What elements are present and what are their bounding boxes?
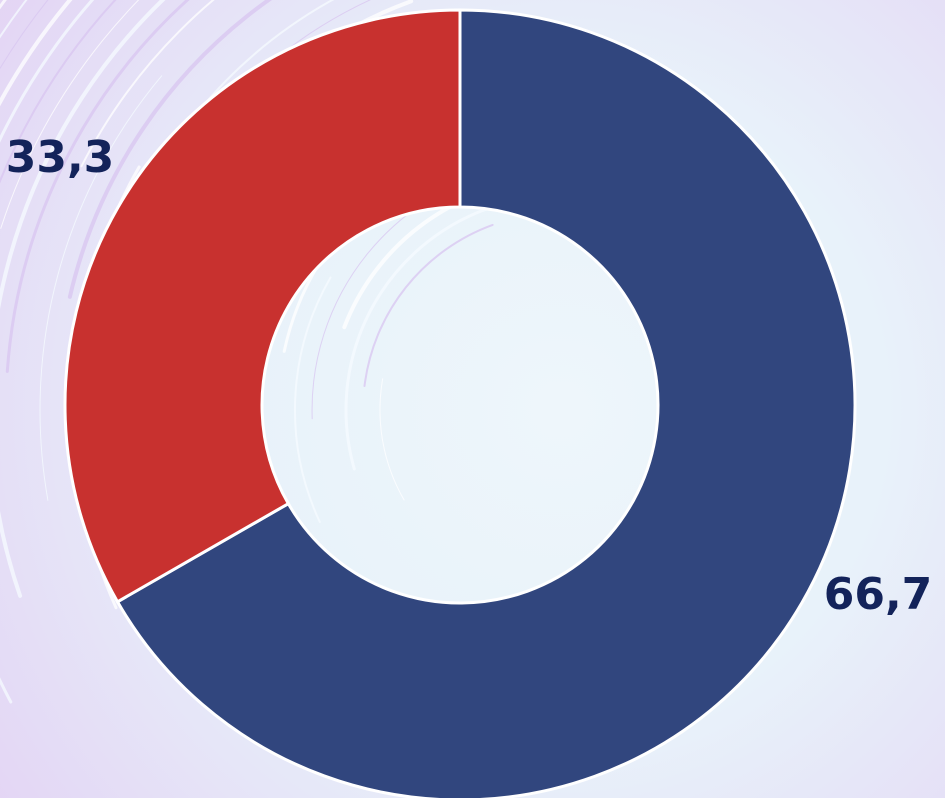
background-arc [363, 223, 494, 387]
background-arc [39, 75, 163, 501]
background-arc [0, 0, 140, 229]
data-label-2: 33,3 [6, 132, 115, 183]
background-arc [294, 276, 332, 523]
background-arc [80, 0, 215, 168]
donut-slice-1 [115, 8, 857, 798]
background-arc [0, 0, 117, 184]
donut-slice-2 [63, 8, 462, 604]
background-arc [0, 0, 73, 107]
background-arc [379, 378, 405, 501]
background-arc [344, 207, 489, 471]
background-arc [0, 0, 166, 598]
background-arc [67, 0, 273, 299]
background-arc [5, 0, 190, 373]
data-label-1: 66,7 [824, 569, 933, 620]
